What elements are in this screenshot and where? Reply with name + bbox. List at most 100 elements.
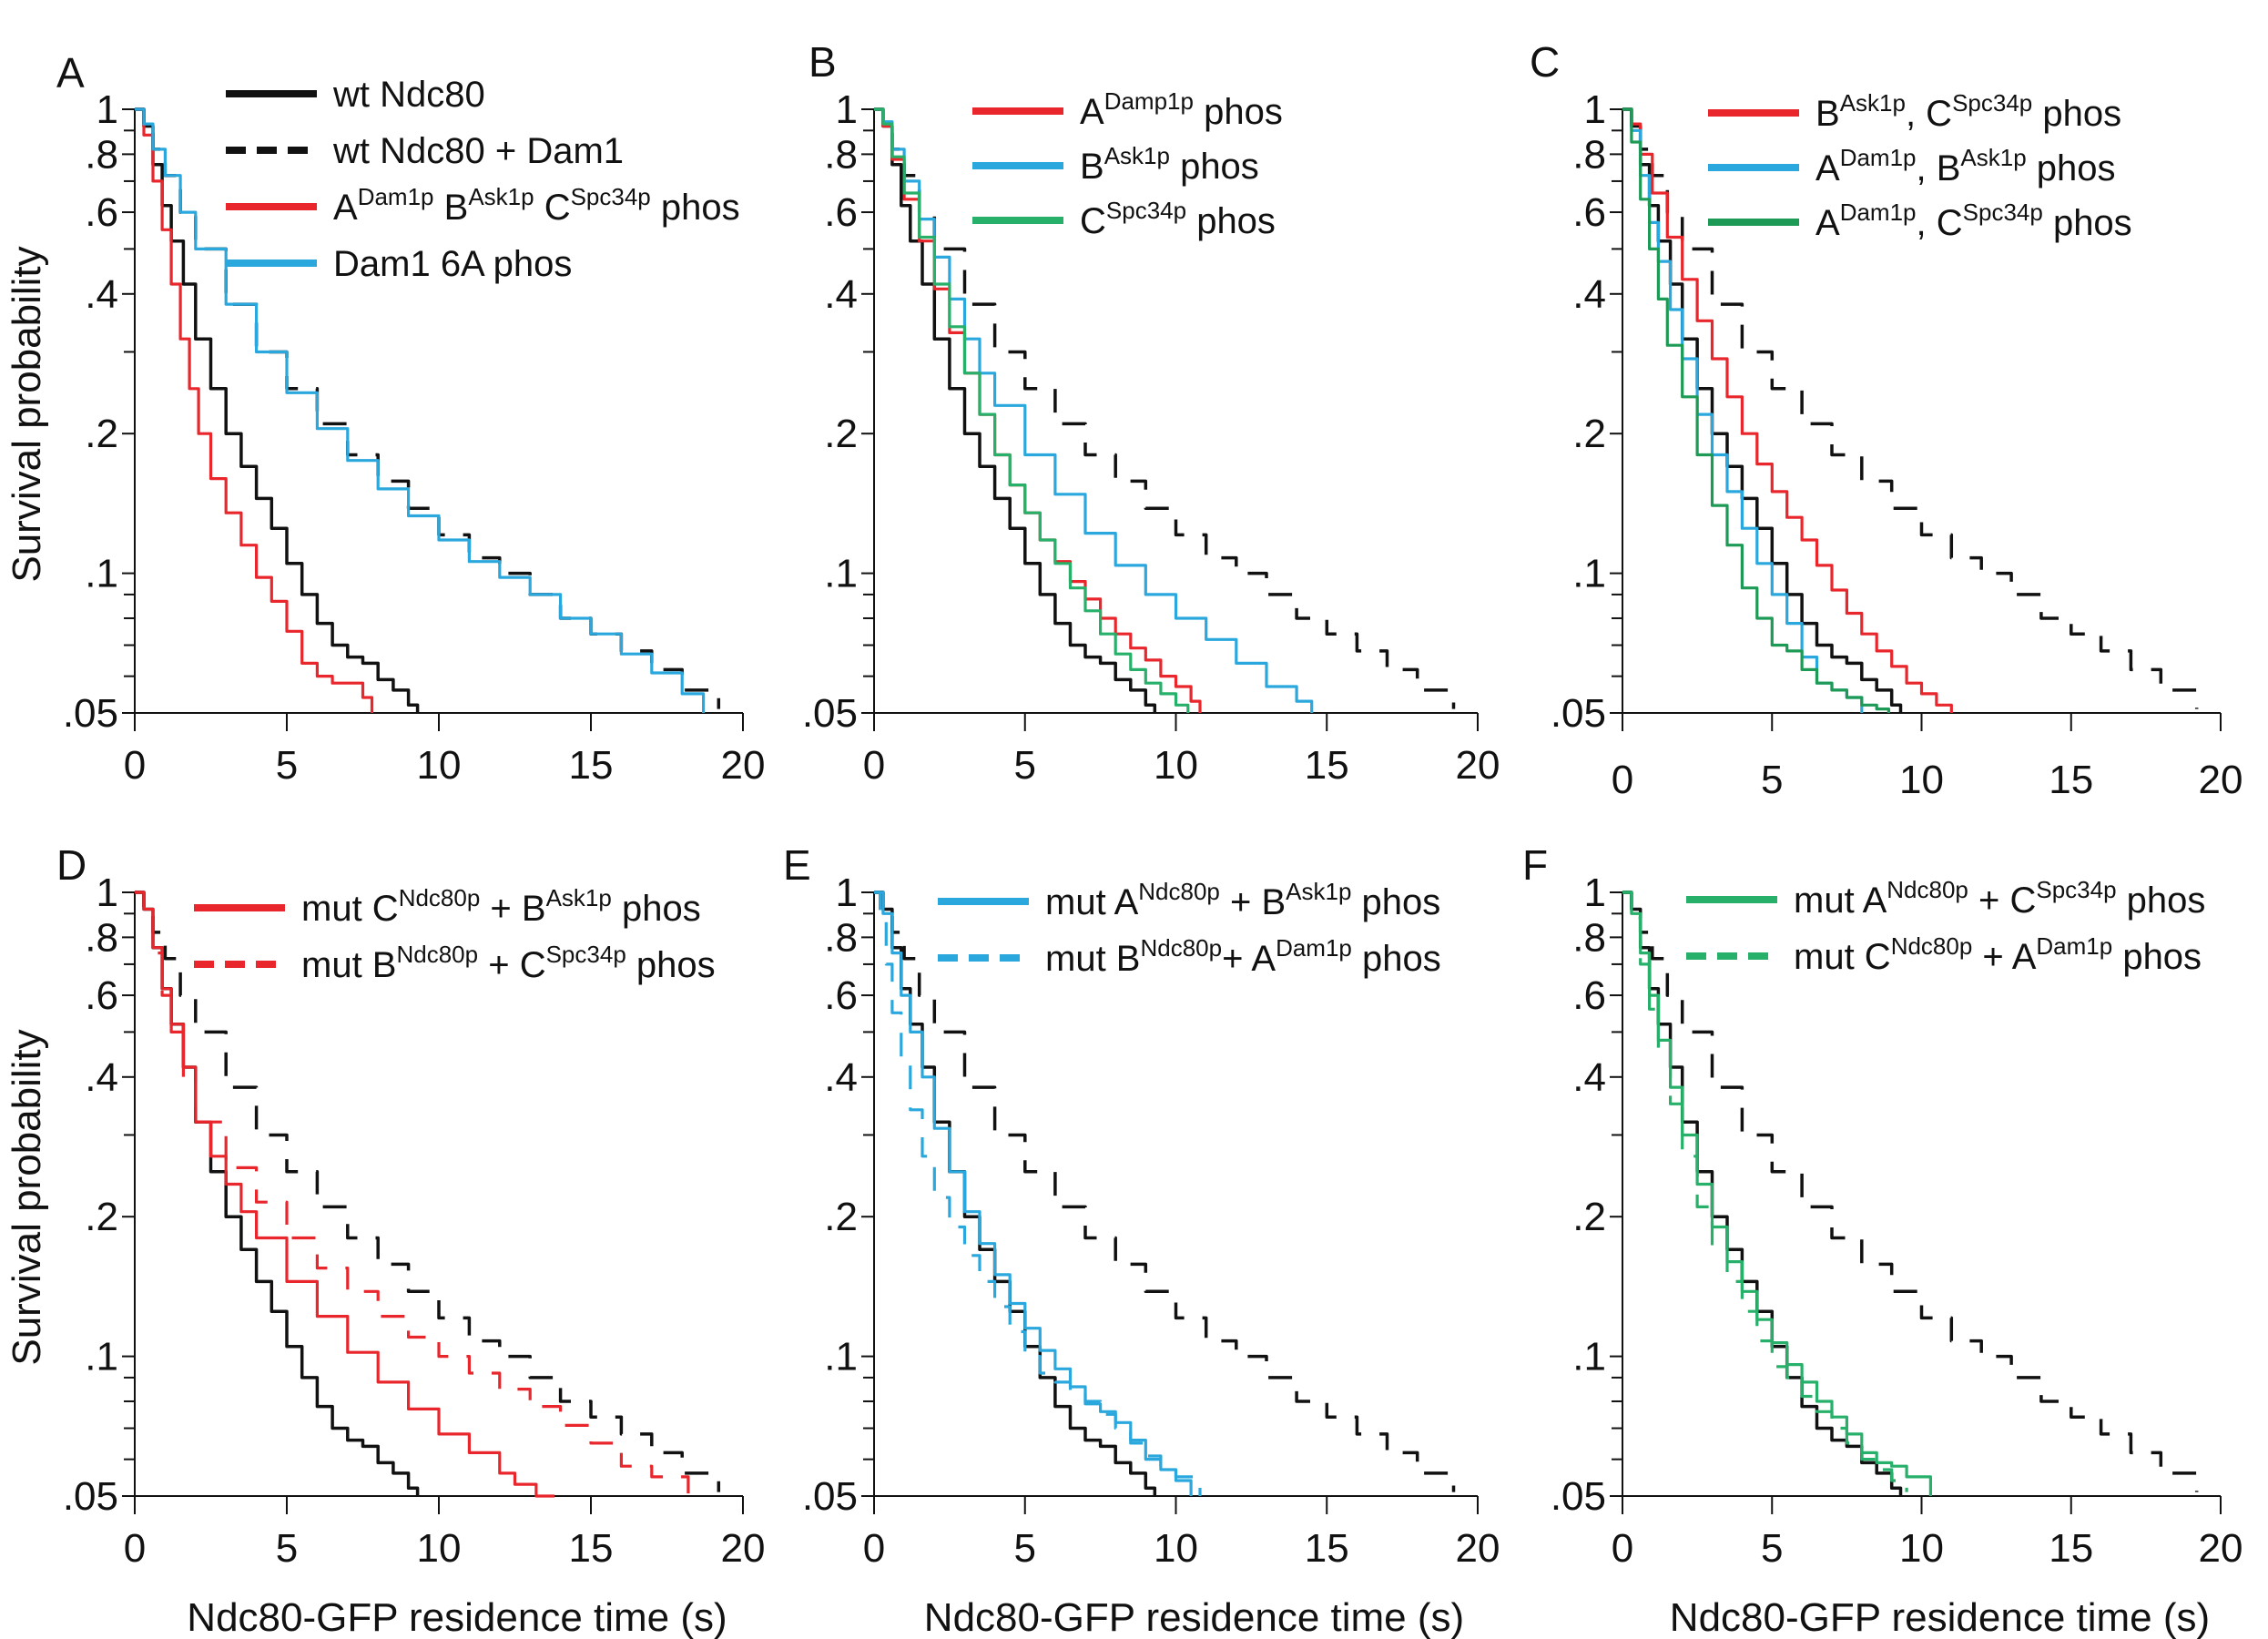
y-tick-label: .05 [63,1474,118,1519]
x-tick-label: 5 [276,1526,298,1571]
legend-label-superscript: Ask1p [1286,878,1351,905]
legend-label-superscript: Ndc80p [1887,876,1968,903]
series-line-mut-b-ndc80p-c-spc34p-phos [135,891,690,1496]
y-tick-label: .2 [85,1195,118,1239]
legend-label-part: B [434,188,469,228]
series-line-wt-ndc80-dam1 [874,891,1456,1492]
panel-e: E1.8 .6 .4 .2 .1 .050 5 10 15 20 Ndc80-GFP residen… [783,841,1500,1639]
y-axis-title-top: Survival probability [5,246,49,582]
legend-label-superscript: Dam1p [1840,199,1917,226]
series-line-mut-c-ndc80p-a-dam1p-phos [1622,891,1908,1492]
series-line-dam1-6a-phos [135,107,706,713]
y-tick-label: 1 [97,870,118,915]
legend-label-part: + B [1220,882,1286,922]
legend-label-superscript: Ask1p [1104,142,1170,169]
legend-label: mut BNdc80p​ + CSpc34p​ phos [301,941,716,985]
x-tick-label: 10 [417,1526,462,1571]
y-axis-title-bottom: Survival probability [5,1029,49,1365]
y-tick-label: .1 [1572,552,1606,596]
legend-label: ADam1p​ BAsk1p​ CSpc34p​ phos [333,183,740,228]
legend-label-part: + A [1222,939,1276,979]
x-tick-label: 10 [1154,743,1198,788]
legend-label-part: phos [1170,147,1259,187]
legend-label-part: + B [480,889,545,929]
legend-label: BAsk1p​ phos [1080,142,1259,187]
x-axis-title: Ndc80-GFP residence time (s) [924,1595,1464,1639]
y-tick-label: .8 [824,915,858,960]
legend-label-superscript: Dam1p [2036,932,2112,960]
series-line-c-spc34p-phos [874,107,1190,713]
x-tick-label: 0 [1612,1526,1633,1571]
y-tick-label: .4 [1572,272,1606,317]
legend-label-part: wt Ndc80 + Dam1 [332,131,624,171]
y-tick-label: .2 [1572,1195,1606,1239]
legend-label-part: Dam1 6A phos [333,244,572,284]
x-tick-label: 15 [569,743,614,788]
series-line-a-dam1p-b-ask1p-c-spc34p-phos [135,107,374,713]
x-axis-title: Ndc80-GFP residence time (s) [1670,1595,2210,1639]
legend-label: wt Ndc80 + Dam1 [332,131,624,171]
legend-label-superscript: Spc34p [546,941,626,968]
y-tick-label: 1 [1584,870,1606,915]
y-tick-label: .2 [85,412,118,456]
legend-label-part: phos [2112,937,2202,977]
legend-label-part: A [333,188,358,228]
legend-label-part: mut A [1045,882,1139,922]
y-tick-label: 1 [97,87,118,132]
y-tick-label: 1 [1584,87,1606,132]
panel-letter: C [1530,38,1560,86]
legend-label-superscript: Ndc80p [1138,878,1220,905]
legend-label-part: , C [1906,94,1952,134]
legend-label-superscript: Spc34p [1952,89,2032,117]
y-tick-label: .05 [802,691,858,736]
legend-label-part: phos [1351,882,1440,922]
legend-label-part: + C [478,945,545,985]
series-line-mut-a-ndc80p-b-ask1p-phos [874,891,1193,1496]
x-tick-label: 10 [1154,1526,1198,1571]
y-tick-label: .4 [85,272,118,317]
y-tick-label: .1 [85,1335,118,1379]
series-line-wt-ndc80 [874,107,1157,713]
y-tick-label: .6 [1572,973,1606,1018]
legend-label-part: A [1815,203,1840,243]
y-tick-label: .1 [824,1335,858,1379]
y-tick-label: .8 [85,132,118,177]
legend-label-part: B [1080,147,1104,187]
legend-label: ADamp1p​ phos [1080,87,1283,132]
panel-c: C1.8 .6 .4 .2 .1 .050 5 10 15 20 BAsk1p​, CSpc34p​… [1530,38,2243,802]
panel-d: D1.8 .6 .4 .2 .1 .050 5 10 15 20 Ndc80-GFP residen… [56,841,765,1639]
panel-letter: B [809,38,837,86]
y-tick-label: .8 [1572,132,1606,177]
x-tick-label: 5 [1761,1526,1783,1571]
legend-label-part: mut A [1794,881,1887,921]
x-tick-label: 5 [1014,1526,1036,1571]
x-tick-label: 20 [2199,758,2243,802]
x-tick-label: 20 [1456,743,1500,788]
x-tick-label: 10 [1899,758,1944,802]
legend-label-part: phos [1352,939,1441,979]
y-tick-label: .05 [1551,1474,1606,1519]
legend-label-part: mut C [301,889,399,929]
legend-label-superscript: Ask1p [546,884,612,911]
legend-label: mut CNdc80p​ + BAsk1p​ phos [301,884,701,929]
panel-letter: F [1522,841,1548,889]
y-tick-label: .8 [85,915,118,960]
legend-label-part: , B [1917,148,1961,188]
series-line-wt-ndc80 [135,107,420,713]
y-tick-label: .6 [824,973,858,1018]
x-tick-label: 20 [2199,1526,2243,1571]
legend-label-part: mut B [301,945,396,985]
y-tick-label: .2 [824,412,858,456]
y-tick-label: .8 [1572,915,1606,960]
legend-label-part: phos [1186,201,1276,241]
x-tick-label: 15 [1305,743,1349,788]
legend-label-part: phos [612,889,701,929]
series-line-b-ask1p-phos [874,107,1314,713]
legend-label-part: phos [2032,94,2121,134]
panel-letter: E [783,841,811,889]
x-tick-label: 20 [721,1526,766,1571]
legend-label-part: + A [1972,937,2036,977]
x-tick-label: 10 [417,743,462,788]
